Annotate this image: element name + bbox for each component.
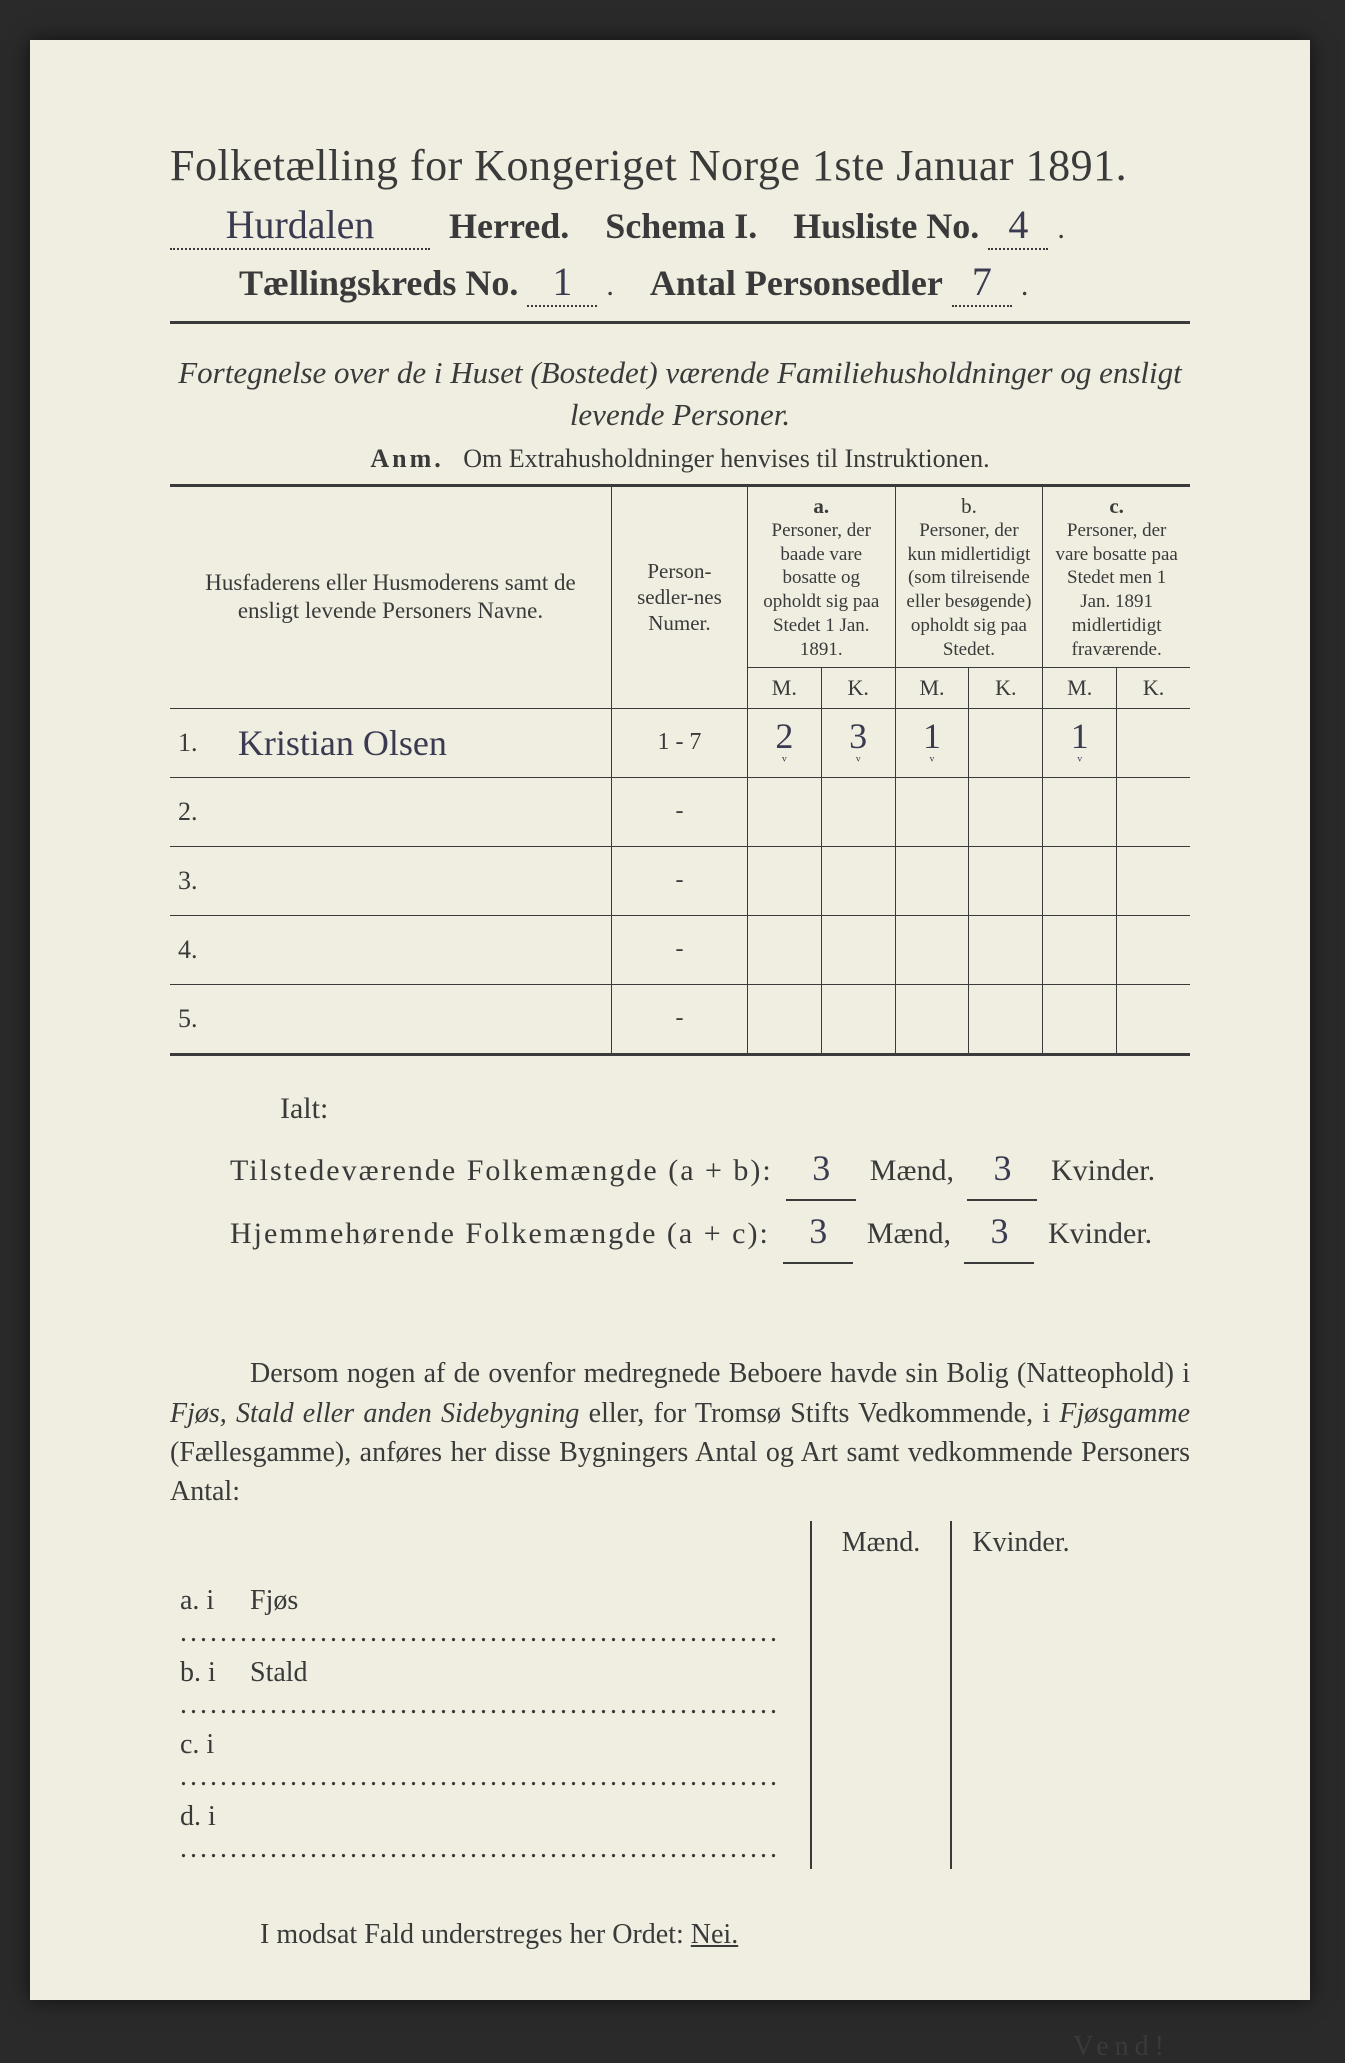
l1-kvinder-value: 3 bbox=[967, 1138, 1037, 1201]
husliste-value: 4 bbox=[988, 201, 1048, 250]
header-row-3: Tællingskreds No. 1 . Antal Personsedler… bbox=[170, 258, 1190, 324]
header-row-2: Hurdalen Herred. Schema I. Husliste No. … bbox=[170, 201, 1190, 250]
col-c-m: M. bbox=[1043, 668, 1117, 709]
vend-label: Vend! bbox=[170, 2031, 1170, 2063]
dwelling-row: d. i....................................… bbox=[170, 1797, 810, 1869]
l2-maend-value: 3 bbox=[783, 1201, 853, 1264]
table-row: 3.- bbox=[170, 846, 1190, 915]
col-b-m: M. bbox=[895, 668, 969, 709]
dwelling-kvinder-cell bbox=[950, 1653, 1090, 1725]
dwelling-maend-cell bbox=[810, 1653, 950, 1725]
col-numer-header: Person-sedler-nes Numer. bbox=[611, 485, 747, 708]
anm-text: Om Extrahusholdninger henvises til Instr… bbox=[463, 444, 989, 473]
dwelling-table: Mænd. Kvinder. a. iFjøs.................… bbox=[170, 1521, 1190, 1869]
anm-label: Anm. bbox=[370, 444, 443, 473]
col-c-k: K. bbox=[1117, 668, 1190, 709]
bottom-maend-header: Mænd. bbox=[810, 1521, 950, 1581]
household-table: Husfaderens eller Husmoderens samt de en… bbox=[170, 484, 1190, 1056]
col-b-k: K. bbox=[969, 668, 1043, 709]
dwelling-row: a. iFjøs................................… bbox=[170, 1581, 810, 1653]
table-row: 2.- bbox=[170, 777, 1190, 846]
modsat-line: I modsat Fald understreges her Ordet: Ne… bbox=[260, 1919, 1190, 1951]
col-c-header: c. Personer, der vare bosatte paa Stedet… bbox=[1043, 485, 1190, 668]
table-row: 1.Kristian Olsen1 - 72ᵛ3ᵛ1ᵛ1ᵛ bbox=[170, 708, 1190, 777]
antal-label: Antal Personsedler bbox=[650, 263, 943, 303]
bottom-kvinder-header: Kvinder. bbox=[950, 1521, 1090, 1581]
totals-line-1: Tilstedeværende Folkemængde (a + b): 3 M… bbox=[230, 1138, 1190, 1201]
herred-value: Hurdalen bbox=[170, 201, 430, 250]
totals-line-2: Hjemmehørende Folkemængde (a + c): 3 Mæn… bbox=[230, 1201, 1190, 1264]
dwelling-paragraph: Dersom nogen af de ovenfor medregnede Be… bbox=[170, 1354, 1190, 1511]
l1-maend-value: 3 bbox=[786, 1138, 856, 1201]
schema-label: Schema I. bbox=[605, 206, 757, 246]
dwelling-kvinder-cell bbox=[950, 1581, 1090, 1653]
kreds-value: 1 bbox=[527, 258, 597, 307]
dwelling-kvinder-cell bbox=[950, 1725, 1090, 1797]
kreds-label: Tællingskreds No. bbox=[239, 263, 518, 303]
col-a-m: M. bbox=[747, 668, 821, 709]
dwelling-maend-cell bbox=[810, 1581, 950, 1653]
form-title: Folketælling for Kongeriget Norge 1ste J… bbox=[170, 140, 1190, 191]
anm-line: Anm. Om Extrahusholdninger henvises til … bbox=[170, 444, 1190, 474]
col-b-header: b. Personer, der kun midlertidigt (som t… bbox=[895, 485, 1043, 668]
table-row: 4.- bbox=[170, 915, 1190, 984]
instruction-text: Fortegnelse over de i Huset (Bostedet) v… bbox=[170, 352, 1190, 436]
table-row: 5.- bbox=[170, 984, 1190, 1054]
census-form-page: Folketælling for Kongeriget Norge 1ste J… bbox=[30, 40, 1310, 2000]
nei-word: Nei. bbox=[691, 1919, 738, 1950]
totals-block: Tilstedeværende Folkemængde (a + b): 3 M… bbox=[230, 1138, 1190, 1264]
dwelling-maend-cell bbox=[810, 1725, 950, 1797]
ialt-label: Ialt: bbox=[280, 1092, 1190, 1126]
herred-label: Herred. bbox=[449, 206, 569, 246]
dwelling-row: b. iStald...............................… bbox=[170, 1653, 810, 1725]
col-a-k: K. bbox=[821, 668, 895, 709]
l2-kvinder-value: 3 bbox=[964, 1201, 1034, 1264]
col-a-header: a. Personer, der baade vare bosatte og o… bbox=[747, 485, 895, 668]
husliste-label: Husliste No. bbox=[793, 206, 979, 246]
dwelling-kvinder-cell bbox=[950, 1797, 1090, 1869]
dwelling-row: c. i....................................… bbox=[170, 1725, 810, 1797]
antal-value: 7 bbox=[952, 258, 1012, 307]
col-name-header: Husfaderens eller Husmoderens samt de en… bbox=[170, 485, 611, 708]
dwelling-maend-cell bbox=[810, 1797, 950, 1869]
